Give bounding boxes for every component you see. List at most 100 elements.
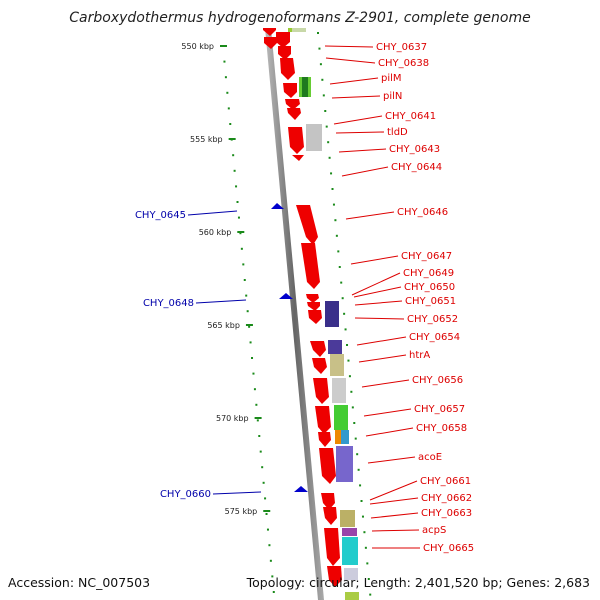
- leader-line: [358, 354, 407, 363]
- gene-arrow[interactable]: [287, 108, 301, 120]
- reverse-gene-marker[interactable]: [279, 293, 293, 299]
- gene-box[interactable]: [325, 301, 339, 327]
- gene-box[interactable]: [334, 405, 348, 430]
- gene-arrow[interactable]: [321, 493, 335, 510]
- tick-dot: [321, 78, 324, 81]
- gene-label[interactable]: CHY_0657: [414, 404, 465, 415]
- tick-dot: [350, 390, 353, 393]
- gene-arrow[interactable]: [301, 243, 320, 289]
- tick-dot: [268, 544, 271, 547]
- tick-dot: [233, 169, 236, 172]
- tick-dot: [354, 437, 357, 440]
- category-boxes: [288, 28, 359, 600]
- gene-label[interactable]: CHY_0644: [391, 162, 442, 173]
- gene-label[interactable]: CHY_0652: [407, 314, 458, 325]
- gene-label[interactable]: CHY_0648: [143, 298, 194, 309]
- gene-label[interactable]: CHY_0645: [135, 210, 186, 221]
- forward-genes: [263, 28, 342, 587]
- gene-arrow[interactable]: [288, 127, 304, 154]
- gene-label[interactable]: CHY_0658: [416, 423, 467, 434]
- gene-arrow[interactable]: [306, 294, 319, 303]
- gene-arrow[interactable]: [315, 406, 331, 434]
- tick-dot: [334, 219, 337, 222]
- gene-label[interactable]: CHY_0643: [389, 144, 440, 155]
- tick-dot: [319, 63, 322, 66]
- gene-label[interactable]: CHY_0649: [403, 268, 454, 279]
- gene-arrow[interactable]: [278, 46, 291, 60]
- gene-box[interactable]: [344, 568, 358, 580]
- leader-line: [350, 255, 399, 265]
- gene-box[interactable]: [302, 77, 308, 97]
- tick-dot: [271, 575, 274, 578]
- gene-arrow[interactable]: [324, 528, 340, 566]
- tick-dot: [335, 234, 338, 237]
- tick-dot: [367, 578, 370, 580]
- gene-arrow[interactable]: [296, 205, 318, 245]
- gene-label[interactable]: CHY_0647: [401, 251, 452, 262]
- gene-arrow[interactable]: [264, 37, 277, 49]
- gene-arrow[interactable]: [319, 448, 336, 484]
- gene-box[interactable]: [342, 528, 357, 536]
- reverse-gene-marker[interactable]: [271, 203, 284, 209]
- gene-label[interactable]: CHY_0660: [160, 489, 211, 500]
- gene-label[interactable]: acpS: [422, 525, 446, 536]
- tick-dot: [317, 32, 319, 34]
- tick-dot: [337, 250, 340, 253]
- gene-arrow[interactable]: [308, 310, 322, 324]
- gene-arrow[interactable]: [283, 83, 297, 98]
- map-title: Carboxydothermus hydrogenoformans Z-2901…: [69, 10, 531, 26]
- reverse-gene-marker[interactable]: [294, 486, 308, 492]
- gene-label[interactable]: acoE: [418, 452, 442, 463]
- leader-line: [331, 95, 381, 99]
- gene-label[interactable]: CHY_0656: [412, 375, 463, 386]
- gene-arrow[interactable]: [310, 341, 326, 357]
- leader-line: [324, 45, 374, 48]
- gene-label[interactable]: CHY_0663: [421, 508, 472, 519]
- gene-arrow[interactable]: [312, 358, 327, 374]
- gene-arrow[interactable]: [280, 58, 295, 80]
- gene-label[interactable]: htrA: [409, 350, 430, 361]
- gene-label[interactable]: CHY_0650: [404, 282, 455, 293]
- gene-box[interactable]: [335, 430, 341, 444]
- gene-box[interactable]: [345, 592, 359, 600]
- gene-arrow[interactable]: [307, 302, 320, 311]
- gene-box[interactable]: [292, 28, 306, 32]
- gene-label[interactable]: pilM: [381, 73, 402, 84]
- gene-arrow[interactable]: [313, 378, 329, 404]
- tick-dot: [357, 468, 360, 471]
- gene-box[interactable]: [336, 446, 353, 482]
- leader-line: [353, 286, 402, 298]
- gene-arrow[interactable]: [285, 99, 300, 110]
- tick-dot: [346, 344, 349, 346]
- gene-box[interactable]: [306, 124, 322, 151]
- gene-label[interactable]: pilN: [383, 91, 402, 102]
- gene-label[interactable]: CHY_0651: [405, 296, 456, 307]
- gene-label[interactable]: CHY_0662: [421, 493, 472, 504]
- gene-label[interactable]: CHY_0654: [409, 332, 460, 343]
- tick-label: 550 kbp: [181, 42, 214, 51]
- tick-dot: [344, 328, 347, 331]
- genome-backbone: [265, 28, 324, 600]
- gene-box[interactable]: [342, 537, 358, 565]
- gene-arrow[interactable]: [327, 566, 342, 587]
- gene-label[interactable]: CHY_0638: [378, 58, 429, 69]
- gene-labels-right: CHY_0637 CHY_0638 pilM pilN CHY_0641 tldD CHY_…: [376, 42, 474, 554]
- gene-arrow[interactable]: [318, 432, 331, 447]
- gene-label[interactable]: CHY_0646: [397, 207, 448, 218]
- gene-box[interactable]: [340, 510, 355, 527]
- gene-arrow[interactable]: [263, 28, 276, 36]
- gene-box[interactable]: [341, 430, 349, 444]
- gene-label[interactable]: CHY_0637: [376, 42, 427, 53]
- gene-box[interactable]: [330, 354, 344, 376]
- gene-label[interactable]: CHY_0665: [423, 543, 474, 554]
- tick-dot: [318, 47, 321, 50]
- topology-text: Topology: circular; Length: 2,401,520 bp…: [246, 575, 590, 590]
- gene-label[interactable]: CHY_0641: [385, 111, 436, 122]
- gene-label[interactable]: tldD: [387, 127, 408, 138]
- gene-arrow[interactable]: [323, 507, 337, 525]
- gene-box[interactable]: [328, 340, 342, 354]
- gene-arrow[interactable]: [276, 32, 290, 48]
- gene-label[interactable]: CHY_0661: [420, 476, 471, 487]
- gene-arrow[interactable]: [292, 155, 304, 161]
- gene-box[interactable]: [332, 378, 346, 403]
